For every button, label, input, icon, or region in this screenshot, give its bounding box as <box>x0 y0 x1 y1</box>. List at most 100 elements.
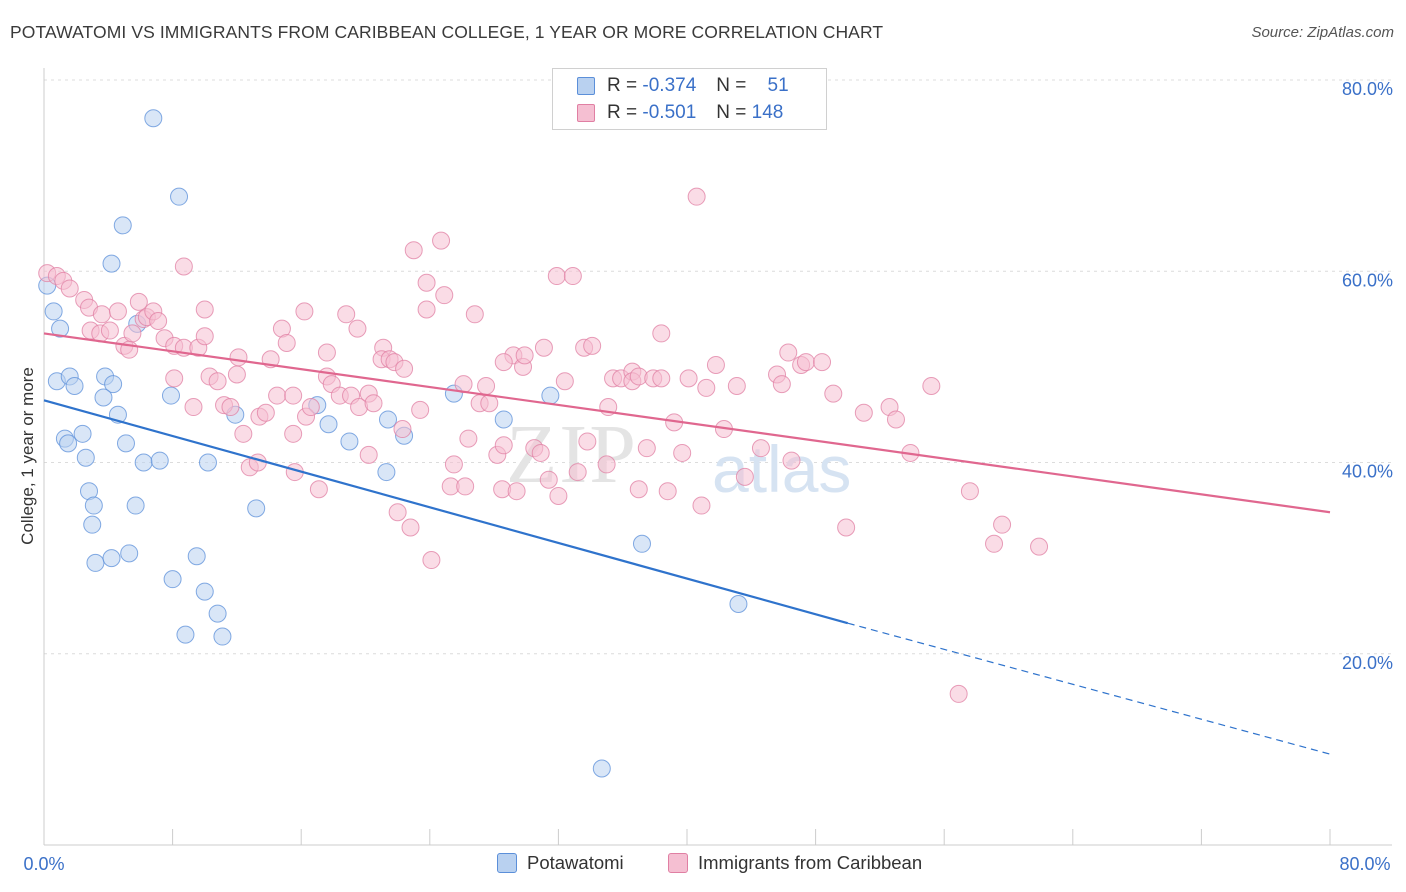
data-point <box>126 496 145 515</box>
data-point <box>393 420 412 439</box>
r-value: -0.374 <box>642 75 697 96</box>
data-point <box>629 480 648 499</box>
data-point <box>782 451 801 470</box>
data-point <box>796 353 815 372</box>
data-point <box>583 336 602 355</box>
y-axis-label: College, 1 year or more <box>18 367 37 545</box>
legend-item-caribbean[interactable]: Immigrants from Caribbean <box>668 852 922 874</box>
data-point <box>534 338 553 357</box>
data-point <box>993 515 1012 534</box>
n-label: N = <box>716 75 747 96</box>
data-point <box>477 377 496 395</box>
data-point <box>578 432 597 451</box>
trend-line-caribbean <box>43 332 1331 514</box>
data-point <box>692 496 711 515</box>
n-value: 51 <box>767 75 789 96</box>
data-point <box>592 759 611 778</box>
trend-lines <box>43 332 1331 755</box>
data-point <box>729 595 748 614</box>
n-value: 148 <box>751 102 784 123</box>
legend-row-caribbean: R = -0.501 N = 148 <box>577 101 783 125</box>
data-point <box>309 480 328 499</box>
x-tick-label-min: 0.0% <box>23 854 64 874</box>
data-point <box>480 394 499 413</box>
data-point <box>456 477 475 496</box>
legend-row-potawatomi: R = -0.374 N = 51 <box>577 74 789 98</box>
data-point <box>465 305 484 324</box>
y-tick-label-80: 80.0% <box>1342 79 1393 99</box>
chart-title: POTAWATOMI VS IMMIGRANTS FROM CARIBBEAN … <box>10 22 884 42</box>
legend-label-potawatomi: Potawatomi <box>527 852 624 873</box>
data-point <box>388 503 407 522</box>
data-point <box>337 305 356 324</box>
y-tick-label-60: 60.0% <box>1342 270 1393 290</box>
legend-swatch-caribbean <box>577 104 595 122</box>
data-point <box>922 377 941 395</box>
data-point <box>404 241 423 260</box>
data-point <box>417 273 436 292</box>
r-label: R = <box>607 75 638 96</box>
data-point <box>227 365 246 384</box>
tick-labels: 20.0% 40.0% 60.0% 80.0% 0.0% 80.0% <box>23 79 1393 874</box>
data-point <box>541 386 560 405</box>
legend-item-potawatomi[interactable]: Potawatomi <box>497 852 624 874</box>
data-point <box>340 432 359 451</box>
data-point <box>161 386 180 405</box>
data-point <box>432 231 451 250</box>
legend-swatch-potawatomi <box>577 77 595 95</box>
data-point <box>284 386 303 405</box>
legend-swatch-potawatomi <box>497 853 517 873</box>
data-point <box>295 302 314 321</box>
data-point <box>134 453 153 472</box>
data-point <box>86 553 105 572</box>
data-point <box>149 311 168 330</box>
data-point <box>44 302 63 321</box>
data-point <box>597 455 616 474</box>
data-point <box>679 369 698 388</box>
trend-line-extension-potawatomi <box>847 622 1331 755</box>
data-point <box>84 496 103 515</box>
data-point <box>673 443 692 462</box>
data-point <box>735 467 754 486</box>
data-point <box>73 424 92 443</box>
data-point <box>51 319 70 338</box>
data-point <box>256 403 275 422</box>
series-legend: Potawatomi Immigrants from Caribbean <box>0 850 1406 878</box>
y-tick-label-20: 20.0% <box>1342 653 1393 673</box>
data-point <box>208 372 227 391</box>
data-point <box>104 375 123 394</box>
data-point <box>706 355 725 374</box>
data-point <box>494 410 513 429</box>
data-point <box>985 534 1004 553</box>
data-point <box>184 398 203 417</box>
data-point <box>129 292 148 311</box>
data-point <box>198 453 217 472</box>
data-point <box>319 415 338 434</box>
data-point <box>317 343 336 362</box>
data-point <box>150 451 169 470</box>
data-point <box>772 375 791 394</box>
data-point <box>76 448 95 467</box>
data-point <box>854 403 873 422</box>
data-point <box>813 353 832 372</box>
data-point <box>364 394 383 413</box>
data-point <box>248 453 267 472</box>
data-point <box>65 377 84 395</box>
data-point <box>94 388 113 407</box>
data-point <box>208 604 227 623</box>
data-point <box>494 353 513 372</box>
watermark-atlas: atlas <box>712 432 851 506</box>
data-point <box>174 257 193 276</box>
data-point <box>348 319 367 338</box>
data-point <box>555 372 574 391</box>
legend-label-caribbean: Immigrants from Caribbean <box>698 852 923 873</box>
data-point <box>195 582 214 601</box>
data-point <box>837 518 856 537</box>
data-point <box>411 400 430 419</box>
data-point <box>515 346 534 365</box>
x-tick-label-max: 80.0% <box>1339 854 1390 874</box>
data-point <box>494 436 513 455</box>
data-point <box>221 398 240 417</box>
data-point <box>507 482 526 501</box>
